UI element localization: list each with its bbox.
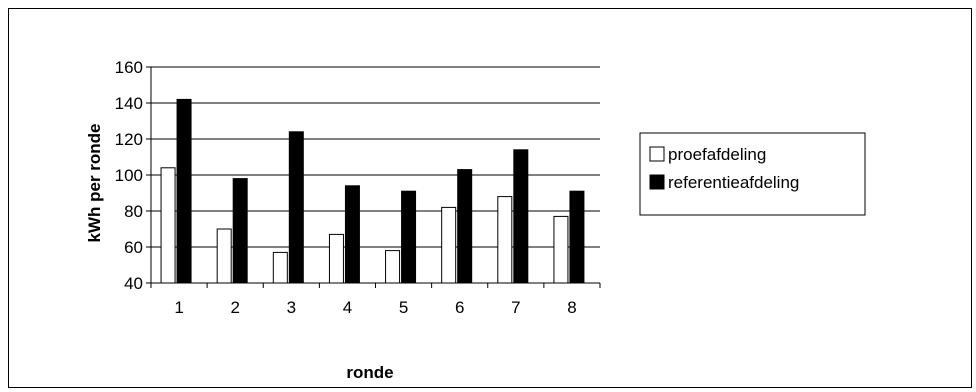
x-tick-label: 8 — [567, 298, 576, 317]
x-tick-label: 7 — [511, 298, 520, 317]
x-tick-label: 1 — [174, 298, 183, 317]
bar-proefafdeling — [216, 228, 232, 284]
x-tick-label: 2 — [230, 298, 239, 317]
legend-label: referentieafdeling — [668, 173, 799, 192]
x-tick-label: 3 — [287, 298, 296, 317]
bar-referentieafdeling — [513, 149, 529, 284]
y-tick-label: 40 — [124, 274, 143, 293]
legend-box — [639, 132, 866, 216]
legend: proefafdeling referentieafdeling — [639, 132, 866, 216]
legend-swatch — [649, 146, 665, 162]
legend-swatch — [649, 174, 665, 190]
y-tick-label: 140 — [115, 94, 143, 113]
bar-proefafdeling — [328, 233, 344, 284]
x-tick-label: 6 — [455, 298, 464, 317]
bar-proefafdeling — [160, 167, 176, 284]
bar-referentieafdeling — [288, 131, 304, 284]
y-tick-label: 160 — [115, 58, 143, 77]
bar-proefafdeling — [272, 251, 288, 284]
legend-label: proefafdeling — [668, 145, 766, 164]
x-axis-title: ronde — [346, 363, 393, 382]
x-tick-label: 4 — [343, 298, 352, 317]
x-tick-label: 5 — [399, 298, 408, 317]
y-tick-label: 80 — [124, 202, 143, 221]
bar-referentieafdeling — [401, 190, 417, 284]
bar-referentieafdeling — [344, 185, 360, 284]
y-tick-label: 60 — [124, 238, 143, 257]
y-tick-label: 120 — [115, 130, 143, 149]
bar-proefafdeling — [385, 250, 401, 284]
bar-proefafdeling — [441, 206, 457, 284]
bar-referentieafdeling — [232, 178, 248, 284]
bar-referentieafdeling — [569, 190, 585, 284]
bar-referentieafdeling — [176, 98, 192, 284]
bar-referentieafdeling — [457, 169, 473, 284]
chart-frame — [8, 8, 972, 388]
y-axis-title: kWh per ronde — [85, 123, 104, 242]
bar-proefafdeling — [553, 215, 569, 284]
bar-proefafdeling — [497, 196, 513, 284]
y-tick-label: 100 — [115, 166, 143, 185]
